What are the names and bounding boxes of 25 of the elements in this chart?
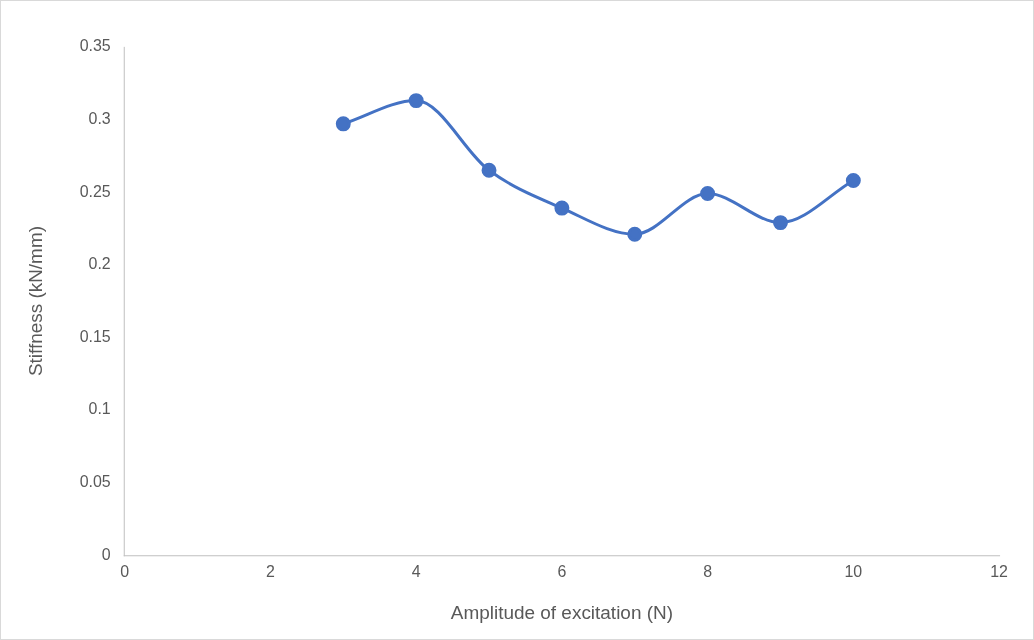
- y-tick-label: 0.1: [88, 400, 111, 418]
- x-tick-label: 6: [557, 563, 567, 581]
- y-tick-label: 0: [101, 545, 111, 563]
- point: [627, 226, 643, 242]
- point: [335, 116, 351, 132]
- x-tick-label: 2: [265, 563, 275, 581]
- y-tick-label: 0.2: [88, 255, 111, 273]
- point: [408, 93, 424, 109]
- point: [845, 173, 861, 188]
- x-tick-label: 8: [703, 563, 713, 581]
- point: [700, 186, 716, 202]
- x-tick-label: 12: [990, 563, 1009, 581]
- x-axis-title: Amplitude of excitation (N): [450, 601, 673, 623]
- x-tick-label: 0: [120, 563, 130, 581]
- y-tick-label: 0.05: [79, 473, 111, 491]
- point: [554, 200, 570, 216]
- y-axis-title: Stiffness (kN/mm): [24, 226, 46, 377]
- y-tick-label: 0.25: [79, 182, 111, 200]
- point: [772, 215, 788, 231]
- y-tick-label: 0.15: [79, 327, 111, 345]
- y-tick-label: 0.35: [79, 37, 111, 55]
- y-tick-label: 0.3: [88, 109, 111, 127]
- x-tick-label: 4: [411, 563, 421, 581]
- point: [481, 162, 497, 178]
- x-tick-label: 10: [844, 563, 863, 581]
